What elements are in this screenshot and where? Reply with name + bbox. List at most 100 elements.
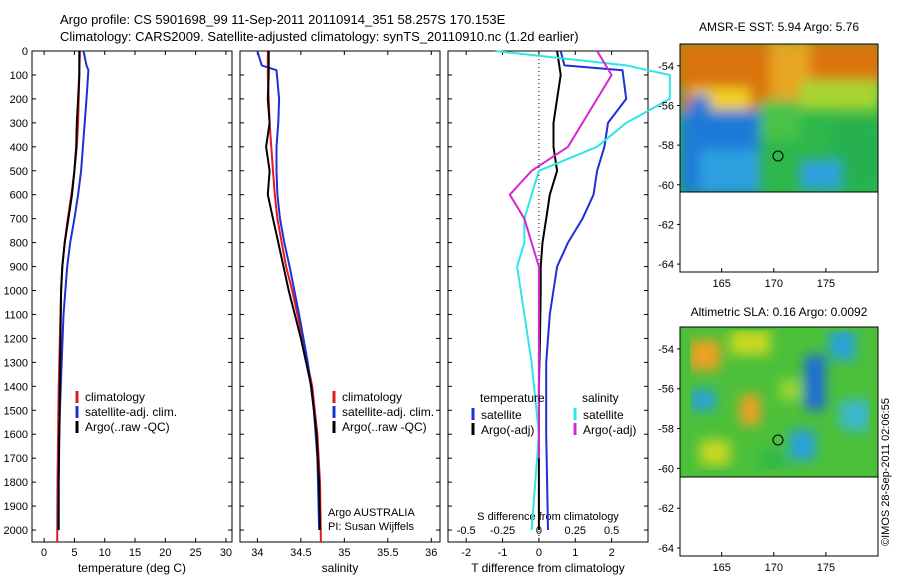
x-tick-label: -1 <box>498 547 508 559</box>
y-tick-label: 300 <box>10 118 28 130</box>
sst-map <box>679 43 879 193</box>
x-axis-label: T difference from climatology <box>471 561 625 575</box>
series-line-satellite <box>545 50 628 531</box>
y-tick-label: 0 <box>22 46 28 58</box>
y-tick-label: -58 <box>658 424 674 436</box>
x-tick-label: 34.5 <box>290 547 311 559</box>
legend-label: satellite-adj. clim. <box>85 405 177 419</box>
difference-panel: -2 -1 0 1 2 T difference from climatology -0.5… <box>447 50 671 575</box>
x-tick-label: 175 <box>817 562 835 574</box>
legend-label: Argo(-adj) <box>481 423 534 437</box>
map-title: AMSR-E SST: 5.94 Argo: 5.76 <box>699 20 859 34</box>
series-line-satelliteadjclim <box>57 50 90 531</box>
y-tick-label: 1300 <box>4 357 28 369</box>
x-tick-label: 5 <box>71 547 77 559</box>
map-frame <box>679 326 879 557</box>
x2-tick-label: 0.5 <box>604 525 619 537</box>
sla-map <box>679 326 879 478</box>
series-line-argoadj <box>508 50 613 459</box>
x-tick-label: 170 <box>765 562 783 574</box>
y-tick-label: 700 <box>10 214 28 226</box>
x-tick-label: 20 <box>159 547 171 559</box>
y-tick-label: 1800 <box>4 477 28 489</box>
y-tick-label: 400 <box>10 142 28 154</box>
y-tick-label: -56 <box>658 384 674 396</box>
x-tick-label: 0 <box>41 547 47 559</box>
y-tick-label: 1400 <box>4 381 28 393</box>
series-line-argoadj <box>537 50 562 530</box>
y-tick-label: 1200 <box>4 333 28 345</box>
x-tick-label: 175 <box>817 278 835 290</box>
legend-label: satellite <box>583 408 624 422</box>
y-tick-label: 1600 <box>4 429 28 441</box>
map-frame <box>679 43 879 273</box>
x-tick-label: 34 <box>251 547 263 559</box>
x2-tick-label: 0 <box>536 525 542 537</box>
x-tick-label: 165 <box>713 562 731 574</box>
y-tick-label: 1700 <box>4 453 28 465</box>
y-tick-label: -62 <box>658 219 674 231</box>
y-tick-label: -60 <box>658 463 674 475</box>
x-tick-label: 165 <box>713 278 731 290</box>
y-tick-label: 100 <box>10 70 28 82</box>
y-tick-label: -60 <box>658 180 674 192</box>
series-line-satellite <box>495 50 671 531</box>
y-tick-label: 2000 <box>4 525 28 537</box>
annotation-line: Argo AUSTRALIA <box>328 507 415 519</box>
series-line-climatology <box>266 51 322 543</box>
legend-label: Argo(..raw -QC) <box>85 420 170 434</box>
x-tick-label: 170 <box>765 278 783 290</box>
series-line-argorawqc <box>57 51 81 530</box>
temperature-axes-box <box>31 50 233 543</box>
legend-label: Argo(..raw -QC) <box>342 420 427 434</box>
y-tick-label: 800 <box>10 238 28 250</box>
map-title: Altimetric SLA: 0.16 Argo: 0.0092 <box>691 305 868 319</box>
legend-label: satellite-adj. clim. <box>342 405 434 419</box>
watermark: ©IMOS 28-Sep-2011 02:06:55 <box>880 398 892 546</box>
annotation-line: PI: Susan Wijffels <box>328 521 414 533</box>
y-tick-label: 200 <box>10 94 28 106</box>
figure-title-line1: Argo profile: CS 5901698_99 11-Sep-2011 … <box>60 12 506 27</box>
legend-label: climatology <box>85 390 145 404</box>
temperature-panel: 0100200300400500600700800900100011001200… <box>4 46 233 575</box>
y-tick-label: 1100 <box>4 309 28 321</box>
sst_map-axes: AMSR-E SST: 5.94 Argo: 5.76 165 170 175 -54 -… <box>658 20 879 290</box>
x-tick-label: 35 <box>338 547 350 559</box>
salinity-axes-box <box>239 50 441 543</box>
y-tick-label: 1900 <box>4 501 28 513</box>
y-tick-label: 1500 <box>4 405 28 417</box>
series-line-argorawqc <box>265 51 321 531</box>
argo-location-marker <box>772 150 784 162</box>
argo-location-marker <box>772 434 784 446</box>
y-tick-label: -64 <box>658 543 674 555</box>
x-tick-label: 36 <box>425 547 437 559</box>
y-tick-label: 600 <box>10 190 28 202</box>
salinity-panel: 34 34.5 35 35.5 36 salinity climatologysatelli… <box>239 50 441 575</box>
x-tick-label: 35.5 <box>377 547 398 559</box>
x-tick-label: -2 <box>461 547 471 559</box>
x-tick-label: 30 <box>220 547 232 559</box>
difference-axes-box <box>447 50 649 543</box>
figure-title-line2: Climatology: CARS2009. Satellite-adjuste… <box>60 29 579 44</box>
y-tick-label: 1000 <box>4 286 28 298</box>
y-tick-label: -56 <box>658 100 674 112</box>
y-tick-label: -54 <box>658 344 674 356</box>
x-axis-label: salinity <box>322 561 359 575</box>
y-tick-label: -54 <box>658 61 674 73</box>
legend-label: climatology <box>342 390 402 404</box>
legend-label: Argo(-adj) <box>583 423 636 437</box>
legend-label: satellite <box>481 408 522 422</box>
y-tick-label: -64 <box>658 259 674 271</box>
x-tick-label: 1 <box>572 547 578 559</box>
y-tick-label: -62 <box>658 503 674 515</box>
legend-header: temperature <box>480 391 545 405</box>
y-tick-label: -58 <box>658 140 674 152</box>
x-tick-label: 10 <box>99 547 111 559</box>
x2-tick-label: -0.25 <box>490 525 515 537</box>
x2-tick-label: -0.5 <box>457 525 476 537</box>
x-tick-label: 15 <box>129 547 141 559</box>
x-tick-label: 2 <box>609 547 615 559</box>
x-tick-label: 0 <box>536 547 542 559</box>
y-tick-label: 900 <box>10 262 28 274</box>
